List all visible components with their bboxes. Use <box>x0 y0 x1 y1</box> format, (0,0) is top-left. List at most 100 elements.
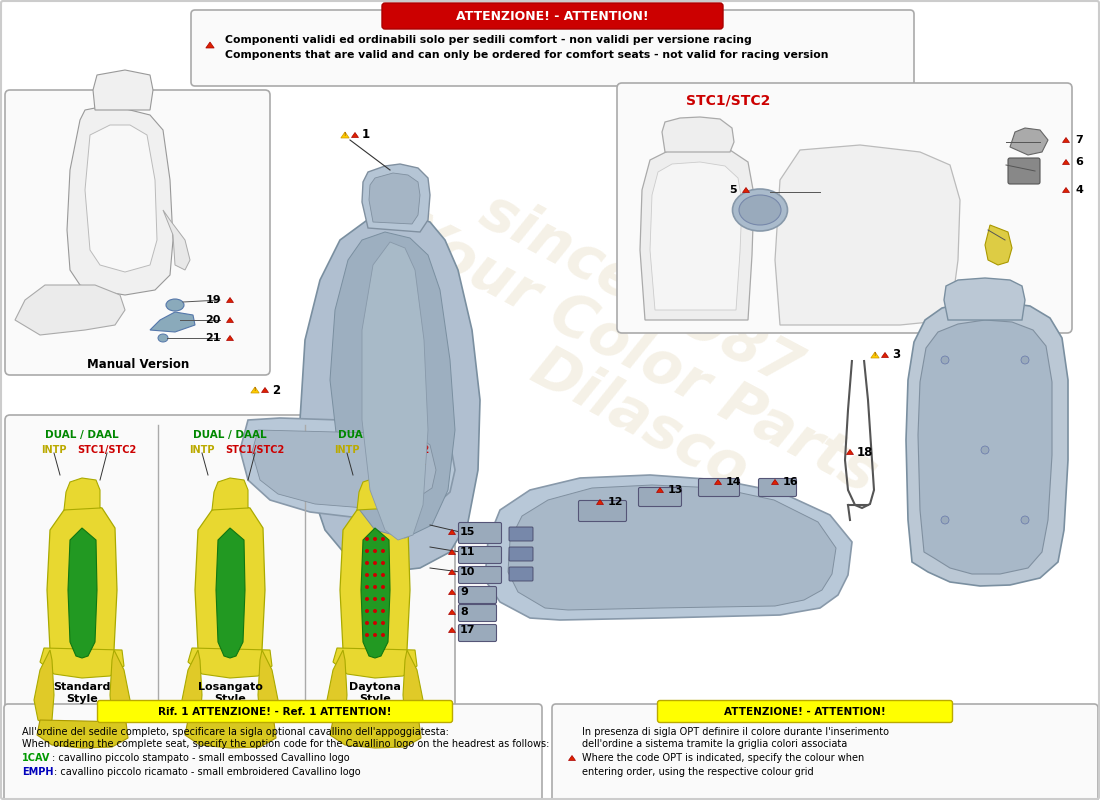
Polygon shape <box>258 650 278 725</box>
Text: : cavallino piccolo ricamato - small embroidered Cavallino logo: : cavallino piccolo ricamato - small emb… <box>54 767 361 777</box>
FancyBboxPatch shape <box>98 701 452 722</box>
Polygon shape <box>776 145 960 325</box>
Circle shape <box>365 573 369 577</box>
Text: Standard
Style: Standard Style <box>53 682 111 704</box>
Polygon shape <box>984 225 1012 265</box>
Circle shape <box>381 585 385 589</box>
Text: STC1/STC2: STC1/STC2 <box>371 445 430 455</box>
Polygon shape <box>300 212 480 572</box>
FancyBboxPatch shape <box>759 478 796 497</box>
FancyBboxPatch shape <box>698 478 739 497</box>
Polygon shape <box>227 318 233 322</box>
FancyBboxPatch shape <box>459 605 496 622</box>
Text: !: ! <box>343 132 346 137</box>
Polygon shape <box>640 146 754 320</box>
Circle shape <box>373 609 377 613</box>
Text: STC1/STC2: STC1/STC2 <box>226 445 285 455</box>
Polygon shape <box>485 475 852 620</box>
FancyBboxPatch shape <box>579 501 627 522</box>
Polygon shape <box>362 164 430 232</box>
Text: Componenti validi ed ordinabili solo per sedili comfort - non validi per version: Componenti validi ed ordinabili solo per… <box>226 35 751 45</box>
Polygon shape <box>449 570 455 574</box>
Polygon shape <box>47 504 117 672</box>
Text: 6: 6 <box>1075 157 1082 167</box>
FancyBboxPatch shape <box>459 566 502 583</box>
Polygon shape <box>64 478 100 510</box>
Polygon shape <box>15 285 125 335</box>
FancyBboxPatch shape <box>459 586 496 603</box>
Text: Manual Version: Manual Version <box>87 358 189 371</box>
Polygon shape <box>182 650 202 725</box>
FancyBboxPatch shape <box>509 547 534 561</box>
FancyBboxPatch shape <box>459 625 496 642</box>
Text: Rif. 1 ATTENZIONE! - Ref. 1 ATTENTION!: Rif. 1 ATTENZIONE! - Ref. 1 ATTENTION! <box>158 707 392 717</box>
Polygon shape <box>212 478 248 510</box>
Text: 8: 8 <box>460 607 467 617</box>
Text: In presenza di sigla OPT definire il colore durante l'inserimento: In presenza di sigla OPT definire il col… <box>582 727 889 737</box>
Text: 15: 15 <box>460 527 475 537</box>
FancyBboxPatch shape <box>509 527 534 541</box>
Text: STC1/STC2: STC1/STC2 <box>77 445 136 455</box>
Polygon shape <box>34 650 54 725</box>
Text: 17: 17 <box>460 625 475 635</box>
Circle shape <box>381 633 385 637</box>
Polygon shape <box>163 210 190 270</box>
Text: 16: 16 <box>783 477 799 487</box>
Polygon shape <box>449 590 455 594</box>
Circle shape <box>373 537 377 541</box>
Text: 21: 21 <box>206 333 221 343</box>
Polygon shape <box>918 320 1052 574</box>
Text: Components that are valid and can only be ordered for comfort seats - not valid : Components that are valid and can only b… <box>226 50 828 60</box>
FancyBboxPatch shape <box>638 487 682 506</box>
Text: When ordering the complete seat, specify the option code for the Cavallino logo : When ordering the complete seat, specify… <box>22 739 549 749</box>
Polygon shape <box>403 650 424 725</box>
Polygon shape <box>742 187 749 193</box>
Circle shape <box>940 356 949 364</box>
FancyBboxPatch shape <box>658 701 953 722</box>
Text: 3: 3 <box>892 349 900 362</box>
Polygon shape <box>881 353 889 358</box>
Polygon shape <box>361 528 390 658</box>
Circle shape <box>365 561 369 565</box>
Text: 12: 12 <box>608 497 624 507</box>
Circle shape <box>373 549 377 553</box>
Circle shape <box>373 621 377 625</box>
Ellipse shape <box>166 299 184 311</box>
Polygon shape <box>206 42 214 48</box>
Polygon shape <box>871 352 879 358</box>
Text: entering order, using the respective colour grid: entering order, using the respective col… <box>582 767 814 777</box>
FancyBboxPatch shape <box>617 83 1072 333</box>
Circle shape <box>373 573 377 577</box>
Polygon shape <box>449 627 455 633</box>
Polygon shape <box>85 125 157 272</box>
Polygon shape <box>1063 187 1069 193</box>
Circle shape <box>940 516 949 524</box>
Polygon shape <box>341 132 349 138</box>
FancyBboxPatch shape <box>4 704 542 800</box>
Circle shape <box>365 621 369 625</box>
Polygon shape <box>94 70 153 110</box>
Polygon shape <box>662 117 734 152</box>
Polygon shape <box>449 550 455 554</box>
Polygon shape <box>358 478 393 510</box>
Polygon shape <box>340 504 410 672</box>
Polygon shape <box>771 479 779 485</box>
Circle shape <box>373 633 377 637</box>
Polygon shape <box>449 530 455 534</box>
Text: 13: 13 <box>668 485 683 495</box>
Text: since 1987: since 1987 <box>471 182 810 398</box>
Text: INTP: INTP <box>42 445 67 455</box>
FancyBboxPatch shape <box>6 90 270 375</box>
Polygon shape <box>185 720 276 748</box>
Polygon shape <box>657 487 663 493</box>
Text: DUAL / DAAL: DUAL / DAAL <box>194 430 267 440</box>
FancyBboxPatch shape <box>1008 158 1040 184</box>
Text: Losangato
Style: Losangato Style <box>198 682 263 704</box>
Circle shape <box>381 537 385 541</box>
Polygon shape <box>150 312 195 332</box>
Polygon shape <box>68 528 97 658</box>
FancyBboxPatch shape <box>6 415 455 710</box>
Text: ATTENZIONE! - ATTENTION!: ATTENZIONE! - ATTENTION! <box>455 10 648 22</box>
Text: DUAL / DAAL: DUAL / DAAL <box>338 430 411 440</box>
Text: 11: 11 <box>460 547 475 557</box>
